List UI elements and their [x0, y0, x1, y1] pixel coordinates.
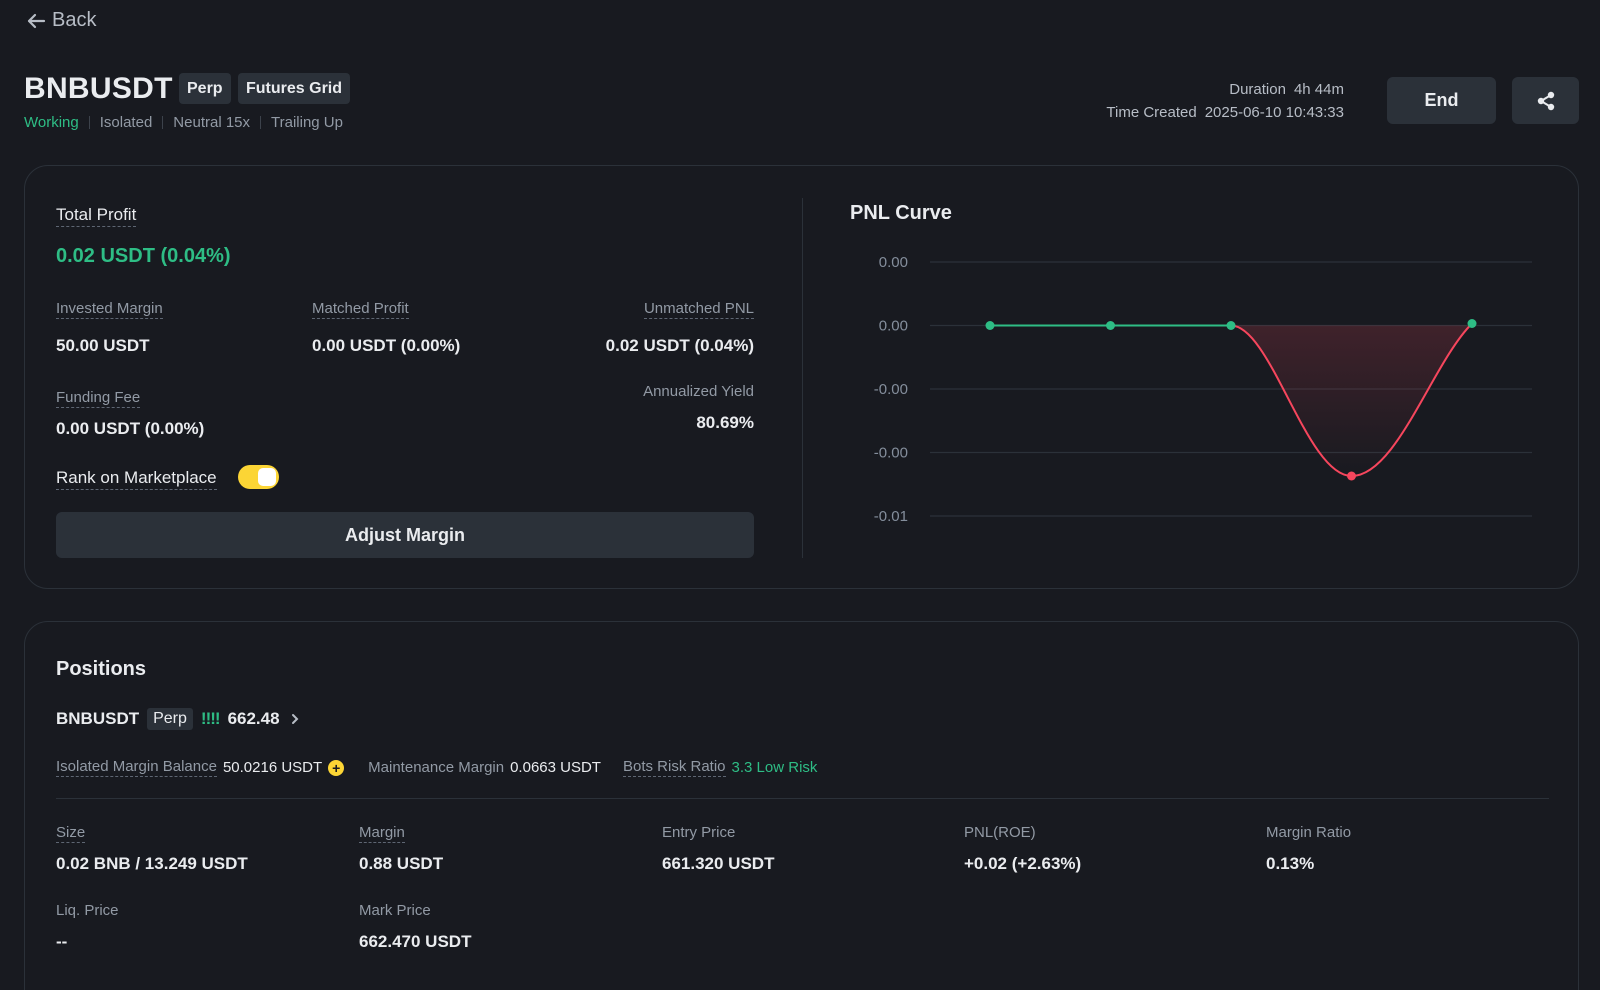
entry-price-value: 661.320 USDT — [662, 854, 775, 873]
margin-value: 0.88 USDT — [359, 854, 444, 873]
positions-divider — [56, 798, 1549, 799]
total-profit-label[interactable]: Total Profit — [56, 205, 137, 227]
margin-mode: Isolated — [99, 114, 153, 131]
y-tick-label: -0.01 — [874, 508, 908, 525]
data-point — [985, 321, 995, 330]
invested-margin-label[interactable]: Invested Margin — [56, 300, 163, 319]
annualized-yield-value: 80.69% — [696, 413, 754, 432]
chart-title: PNL Curve — [850, 202, 952, 224]
data-point — [1467, 319, 1477, 328]
duration-label: Duration — [1229, 81, 1286, 98]
data-point — [1106, 321, 1115, 330]
share-button[interactable] — [1512, 77, 1579, 124]
y-tick-label: -0.00 — [874, 381, 908, 398]
pnl-roe-value: +0.02 (+2.63%) — [964, 854, 1082, 873]
funding-fee-value: 0.00 USDT (0.00%) — [56, 419, 205, 438]
futures-grid-tag: Futures Grid — [238, 73, 351, 104]
positions-title: Positions — [56, 658, 147, 680]
rank-marketplace-toggle[interactable] — [238, 465, 279, 489]
entry-price-label: Entry Price — [662, 824, 736, 841]
back-label: Back — [52, 9, 97, 31]
y-tick-label: 0.00 — [879, 254, 908, 271]
add-margin-icon[interactable]: + — [328, 759, 345, 776]
arrow-left-icon — [27, 13, 46, 28]
y-tick-label: 0.00 — [879, 318, 908, 335]
y-tick-label: -0.00 — [874, 445, 908, 462]
status-badge: Working — [24, 114, 79, 131]
bots-risk-ratio-value: 3.3 Low Risk — [731, 759, 818, 776]
direction-leverage: Neutral 15x — [173, 114, 251, 131]
invested-margin-value: 50.00 USDT — [56, 336, 150, 355]
position-price: 662.48 — [227, 709, 280, 728]
isolated-margin-balance-value: 50.0216 USDT — [222, 759, 323, 776]
perp-tag: Perp — [179, 73, 231, 104]
position-perp-tag: Perp — [147, 708, 193, 730]
time-created-value: 2025-06-10 10:43:33 — [1204, 104, 1344, 121]
unmatched-pnl-label[interactable]: Unmatched PNL — [643, 300, 754, 319]
funding-fee-label[interactable]: Funding Fee — [56, 389, 141, 408]
margin-label[interactable]: Margin — [359, 824, 405, 843]
margin-ratio-label: Margin Ratio — [1266, 824, 1352, 841]
negative-area — [1231, 323, 1472, 476]
bots-risk-ratio-label[interactable]: Bots Risk Ratio — [622, 758, 726, 777]
bot-symbol: BNBUSDT — [24, 72, 173, 105]
positions-card — [24, 621, 1579, 990]
bar-signal-icon: !!!! — [200, 709, 221, 728]
position-symbol: BNBUSDT — [56, 709, 140, 728]
size-value: 0.02 BNB / 13.249 USDT — [56, 854, 248, 873]
card-divider — [802, 198, 803, 558]
share-icon — [1537, 91, 1554, 110]
duration: Duration 4h 44m — [1229, 81, 1344, 98]
mark-price-label: Mark Price — [359, 902, 431, 919]
data-point — [1226, 321, 1236, 330]
back-button[interactable]: Back — [26, 9, 96, 32]
pnl-roe-label: PNL(ROE) — [964, 824, 1036, 841]
liq-price-label: Liq. Price — [56, 902, 119, 919]
mark-price-value: 662.470 USDT — [359, 932, 472, 951]
trailing-mode: Trailing Up — [271, 114, 343, 131]
liq-price-value: -- — [56, 932, 68, 951]
maintenance-margin-label: Maintenance Margin — [368, 759, 505, 776]
total-profit-value: 0.02 USDT (0.04%) — [56, 245, 231, 267]
unmatched-pnl-value: 0.02 USDT (0.04%) — [605, 336, 754, 355]
time-created: Time Created 2025-06-10 10:43:33 — [1106, 104, 1344, 121]
margin-ratio-value: 0.13% — [1266, 854, 1315, 873]
duration-value: 4h 44m — [1293, 81, 1344, 98]
isolated-margin-balance-label[interactable]: Isolated Margin Balance — [56, 758, 217, 777]
risk-row: Isolated Margin Balance 50.0216 USDT + M… — [56, 758, 817, 777]
bot-status-line: Working Isolated Neutral 15x Trailing Up — [24, 114, 343, 131]
chevron-right-icon — [291, 714, 298, 724]
time-created-label: Time Created — [1106, 104, 1197, 121]
annualized-yield-label: Annualized Yield — [643, 383, 754, 400]
position-symbol-row[interactable]: BNBUSDT Perp !!!! 662.48 — [56, 708, 302, 730]
rank-marketplace-label[interactable]: Rank on Marketplace — [56, 468, 217, 490]
matched-profit-label[interactable]: Matched Profit — [312, 300, 409, 319]
end-button[interactable]: End — [1387, 77, 1496, 124]
pnl-curve-chart: 0.00 0.00 -0.00 -0.00 -0.01 — [874, 254, 1532, 525]
maintenance-margin-value: 0.0663 USDT — [510, 759, 601, 776]
data-point — [1347, 471, 1356, 481]
adjust-margin-button[interactable]: Adjust Margin — [56, 512, 754, 558]
size-label[interactable]: Size — [56, 824, 86, 843]
matched-profit-value: 0.00 USDT (0.00%) — [312, 336, 461, 355]
